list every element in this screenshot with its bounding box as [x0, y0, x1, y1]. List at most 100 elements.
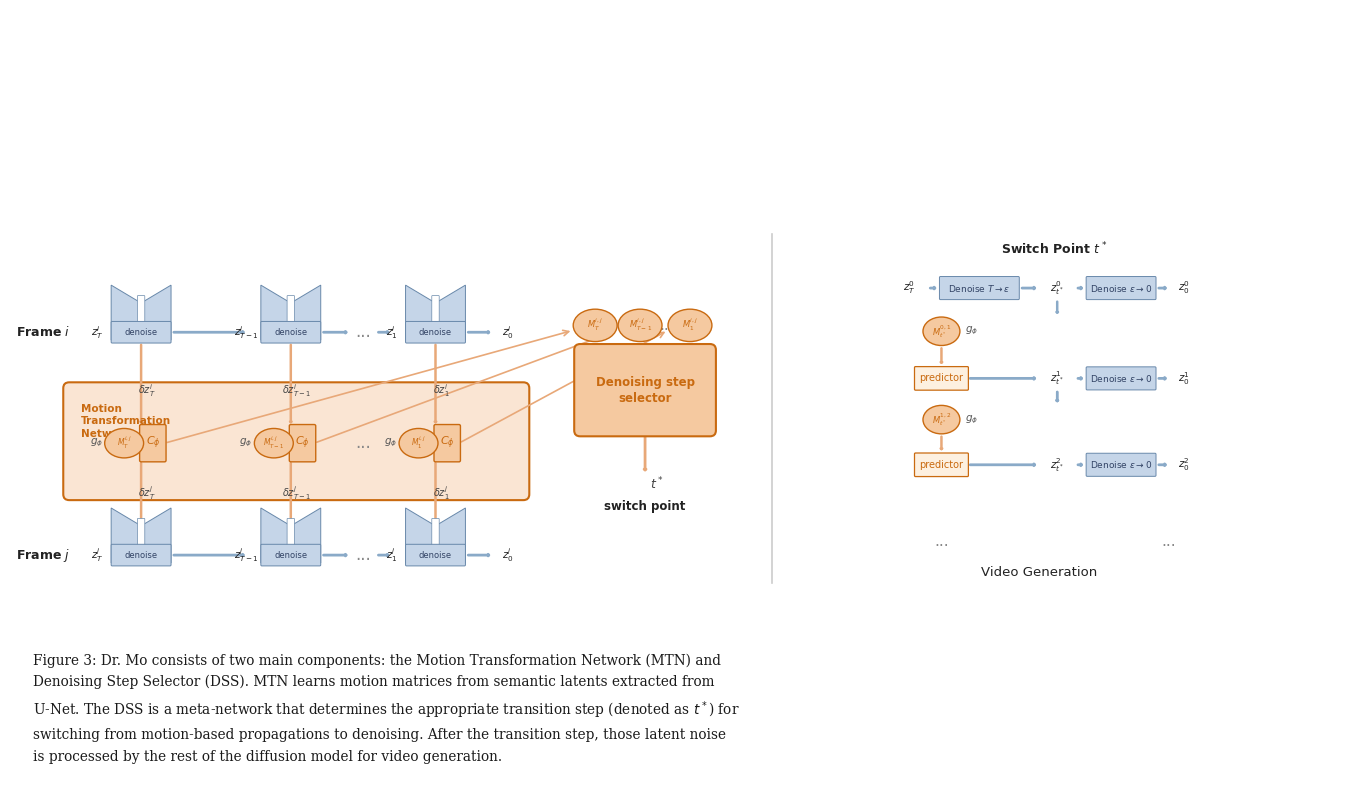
- Polygon shape: [262, 285, 291, 340]
- Ellipse shape: [105, 428, 144, 458]
- Text: Motion
Transformation
Network: Motion Transformation Network: [81, 404, 171, 439]
- Text: $C_\phi$: $C_\phi$: [439, 435, 454, 451]
- Text: $z_0^2$: $z_0^2$: [1178, 456, 1190, 473]
- Text: ...: ...: [356, 546, 371, 564]
- Text: $z_0^0$: $z_0^0$: [1178, 280, 1190, 296]
- Ellipse shape: [573, 309, 617, 341]
- Text: Frame $j$: Frame $j$: [16, 546, 71, 564]
- Text: $z_{t^*}^1$: $z_{t^*}^1$: [1050, 370, 1065, 387]
- FancyBboxPatch shape: [914, 367, 968, 390]
- Text: ...: ...: [356, 323, 371, 341]
- Text: $z_1^j$: $z_1^j$: [386, 546, 398, 564]
- Text: $t^*$: $t^*$: [650, 476, 663, 493]
- FancyBboxPatch shape: [431, 519, 439, 553]
- Text: $C_\phi$: $C_\phi$: [146, 435, 160, 451]
- Text: $g_\phi$: $g_\phi$: [384, 437, 398, 449]
- Polygon shape: [291, 285, 321, 340]
- Text: $M_T^{i,j}$: $M_T^{i,j}$: [117, 435, 132, 451]
- FancyBboxPatch shape: [262, 544, 321, 566]
- Ellipse shape: [923, 317, 960, 345]
- Polygon shape: [142, 285, 171, 340]
- Ellipse shape: [399, 428, 438, 458]
- Text: predictor: predictor: [919, 373, 964, 383]
- Text: $M_T^{i,j}$: $M_T^{i,j}$: [588, 318, 604, 333]
- FancyBboxPatch shape: [287, 519, 294, 553]
- Text: $M_{t^*}^{0,1}$: $M_{t^*}^{0,1}$: [931, 323, 952, 340]
- Text: ...: ...: [1162, 534, 1177, 549]
- Text: $\delta z_1^i$: $\delta z_1^i$: [433, 383, 450, 399]
- FancyBboxPatch shape: [287, 295, 294, 329]
- FancyBboxPatch shape: [63, 383, 530, 500]
- Polygon shape: [406, 508, 435, 563]
- Text: $z_T^i$: $z_T^i$: [92, 324, 104, 341]
- Text: $M_1^{i,j}$: $M_1^{i,j}$: [682, 318, 698, 333]
- Polygon shape: [262, 508, 291, 563]
- FancyBboxPatch shape: [290, 425, 315, 462]
- Text: Frame $i$: Frame $i$: [16, 326, 70, 339]
- Text: denoise: denoise: [419, 550, 452, 560]
- Text: $z_{t^*}^0$: $z_{t^*}^0$: [1050, 280, 1065, 297]
- FancyBboxPatch shape: [137, 519, 144, 553]
- FancyBboxPatch shape: [434, 425, 461, 462]
- Text: $M_{T-1}^{i,j}$: $M_{T-1}^{i,j}$: [263, 435, 284, 451]
- FancyBboxPatch shape: [111, 322, 171, 343]
- Text: Denoise $\varepsilon \to 0$: Denoise $\varepsilon \to 0$: [1091, 283, 1153, 294]
- Text: $g_\phi$: $g_\phi$: [965, 325, 977, 337]
- Text: denoise: denoise: [419, 328, 452, 337]
- Text: denoise: denoise: [274, 328, 307, 337]
- Polygon shape: [435, 508, 465, 563]
- Text: $g_\phi$: $g_\phi$: [965, 413, 977, 426]
- FancyBboxPatch shape: [406, 544, 465, 566]
- Text: $z_0^j$: $z_0^j$: [501, 546, 514, 564]
- Ellipse shape: [255, 428, 294, 458]
- FancyBboxPatch shape: [940, 276, 1019, 299]
- Text: $z_0^i$: $z_0^i$: [501, 324, 514, 341]
- Text: $z_T^0$: $z_T^0$: [903, 280, 915, 296]
- Polygon shape: [142, 508, 171, 563]
- Text: Switch Point $t^*$: Switch Point $t^*$: [1002, 241, 1108, 257]
- FancyBboxPatch shape: [111, 544, 171, 566]
- FancyBboxPatch shape: [1086, 367, 1157, 390]
- FancyBboxPatch shape: [137, 295, 144, 329]
- Text: Denoise $T \to \varepsilon$: Denoise $T \to \varepsilon$: [948, 283, 1011, 294]
- Text: Denoise $\varepsilon \to 0$: Denoise $\varepsilon \to 0$: [1091, 459, 1153, 470]
- Text: $g_\phi$: $g_\phi$: [240, 437, 252, 449]
- Text: $z_{T-1}^j$: $z_{T-1}^j$: [235, 546, 259, 564]
- Text: $C_\phi$: $C_\phi$: [295, 435, 310, 451]
- Text: $z_T^j$: $z_T^j$: [92, 546, 104, 564]
- Polygon shape: [111, 285, 142, 340]
- Text: $M_{T-1}^{i,j}$: $M_{T-1}^{i,j}$: [628, 318, 651, 333]
- Text: ...: ...: [356, 434, 371, 452]
- Text: Denoising step
selector: Denoising step selector: [596, 375, 694, 405]
- Text: $z_{t^*}^2$: $z_{t^*}^2$: [1050, 456, 1065, 474]
- Text: $M_1^{i,j}$: $M_1^{i,j}$: [411, 435, 426, 451]
- Ellipse shape: [669, 309, 712, 341]
- Ellipse shape: [619, 309, 662, 341]
- FancyBboxPatch shape: [406, 322, 465, 343]
- FancyBboxPatch shape: [1086, 276, 1157, 299]
- Text: denoise: denoise: [124, 328, 158, 337]
- Text: $\delta z_{T-1}^i$: $\delta z_{T-1}^i$: [282, 383, 311, 399]
- Text: ...: ...: [934, 534, 949, 549]
- Text: $z_1^i$: $z_1^i$: [386, 324, 398, 341]
- Text: predictor: predictor: [919, 460, 964, 470]
- Text: $M_{t^*}^{1,2}$: $M_{t^*}^{1,2}$: [931, 411, 952, 428]
- Text: $z_{T-1}^i$: $z_{T-1}^i$: [235, 324, 259, 341]
- Ellipse shape: [923, 406, 960, 434]
- Text: Figure 3: Dr. Mo consists of two main components: the Motion Transformation Netw: Figure 3: Dr. Mo consists of two main co…: [34, 653, 740, 763]
- Text: $\delta z_1^j$: $\delta z_1^j$: [433, 485, 450, 502]
- Text: $g_\phi$: $g_\phi$: [89, 437, 102, 449]
- FancyBboxPatch shape: [574, 344, 716, 436]
- Text: switch point: switch point: [604, 500, 686, 512]
- Text: $\delta z_{T-1}^j$: $\delta z_{T-1}^j$: [282, 485, 311, 502]
- Text: $\delta z_T^i$: $\delta z_T^i$: [139, 383, 156, 399]
- FancyBboxPatch shape: [914, 453, 968, 477]
- Text: $z_0^1$: $z_0^1$: [1178, 370, 1190, 386]
- Text: Video Generation: Video Generation: [981, 566, 1097, 579]
- Polygon shape: [435, 285, 465, 340]
- FancyBboxPatch shape: [262, 322, 321, 343]
- Text: $\delta z_T^j$: $\delta z_T^j$: [139, 485, 156, 502]
- Text: denoise: denoise: [124, 550, 158, 560]
- Text: ...: ...: [659, 318, 674, 333]
- Polygon shape: [406, 285, 435, 340]
